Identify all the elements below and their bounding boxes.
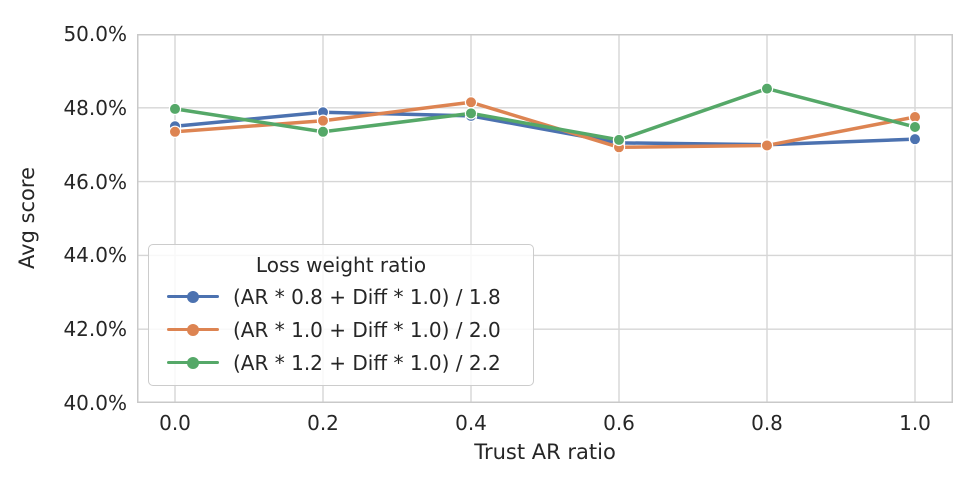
data-point-marker (908, 120, 922, 134)
x-tick-label: 0.2 (307, 411, 339, 435)
legend-line-marker-icon (167, 323, 219, 336)
x-tick-label: 0.6 (603, 411, 635, 435)
data-point-marker (464, 96, 478, 109)
plot-area: Loss weight ratio (AR * 0.8 + Diff * 1.0… (137, 34, 953, 403)
x-tick-label: 1.0 (899, 411, 931, 435)
series-line (173, 110, 917, 147)
y-tick-label: 48.0% (63, 95, 127, 120)
legend-label: (AR * 0.8 + Diff * 1.0) / 1.8 (233, 284, 501, 309)
y-tick-label: 42.0% (63, 317, 127, 342)
legend-dot (187, 323, 199, 336)
legend-title: Loss weight ratio (255, 253, 427, 277)
data-point-marker (316, 114, 330, 127)
legend: Loss weight ratio (AR * 0.8 + Diff * 1.0… (148, 244, 534, 386)
data-point-marker (760, 139, 774, 152)
x-tick-label: 0.8 (751, 411, 783, 435)
data-point-marker (464, 107, 478, 120)
data-point-marker (612, 133, 626, 147)
plot-border (137, 34, 953, 403)
legend-label: (AR * 1.0 + Diff * 1.0) / 2.0 (233, 317, 501, 342)
legend-line-marker-icon (167, 290, 219, 303)
y-tick-label: 44.0% (63, 243, 127, 268)
legend-item: (AR * 1.2 + Diff * 1.0) / 2.2 (159, 346, 523, 379)
series-line (173, 100, 917, 150)
legend-dot (187, 356, 199, 369)
data-point-marker (168, 125, 182, 138)
legend-item: (AR * 1.0 + Diff * 1.0) / 2.0 (159, 313, 523, 346)
data-point-marker (316, 125, 330, 138)
legend-items: (AR * 0.8 + Diff * 1.0) / 1.8 (AR * 1.0 +… (159, 280, 523, 379)
data-point-marker (168, 102, 182, 116)
x-tick-label: 0.0 (159, 411, 191, 435)
data-point-marker (908, 132, 922, 146)
x-axis-label: Trust AR ratio (474, 440, 616, 464)
y-tick-label: 40.0% (63, 391, 127, 415)
y-tick-label: 50.0% (63, 22, 127, 46)
data-point-marker (760, 82, 774, 95)
series-line (173, 86, 917, 142)
legend-dot (187, 290, 199, 303)
legend-label: (AR * 1.2 + Diff * 1.0) / 2.2 (233, 350, 501, 375)
legend-line-marker-icon (167, 356, 219, 369)
legend-item: (AR * 0.8 + Diff * 1.0) / 1.8 (159, 280, 523, 313)
x-tick-label: 0.4 (455, 411, 487, 435)
y-tick-label: 46.0% (63, 169, 127, 194)
